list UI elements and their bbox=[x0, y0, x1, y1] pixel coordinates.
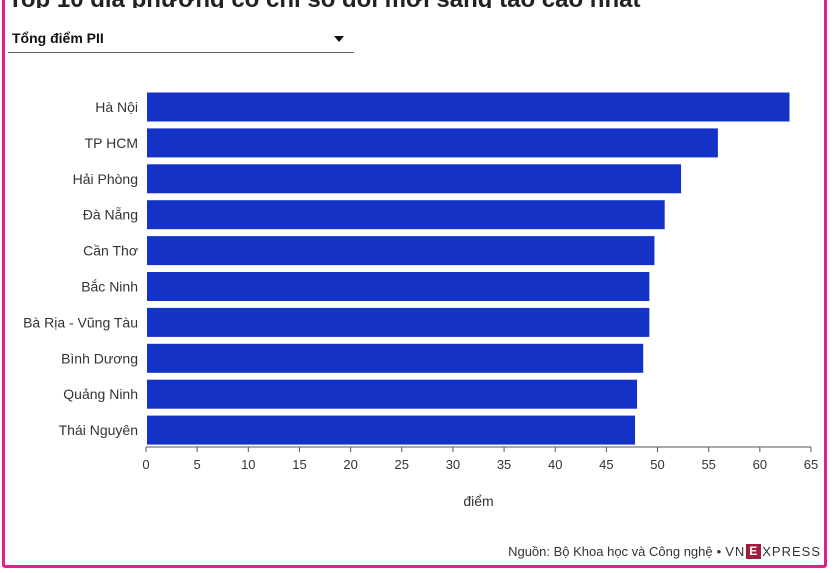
category-label: Quảng Ninh bbox=[63, 386, 138, 402]
x-tick-label: 25 bbox=[395, 457, 409, 472]
chart-title: Top 10 địa phương có chỉ số đổi mới sáng… bbox=[8, 0, 708, 8]
bar[interactable] bbox=[147, 128, 718, 158]
source-text: Nguồn: Bộ Khoa học và Công nghệ bbox=[508, 543, 713, 559]
x-tick-label: 0 bbox=[142, 457, 149, 472]
category-label: Đà Nẵng bbox=[83, 207, 138, 223]
category-label: Cần Thơ bbox=[83, 243, 138, 259]
bar[interactable] bbox=[147, 415, 636, 445]
bar[interactable] bbox=[147, 164, 682, 194]
x-tick-label: 15 bbox=[292, 457, 306, 472]
logo-vn-text: VN bbox=[725, 543, 746, 559]
bar[interactable] bbox=[147, 236, 655, 266]
x-tick-label: 35 bbox=[497, 457, 511, 472]
footer-separator: • bbox=[716, 543, 722, 559]
x-tick-label: 45 bbox=[599, 457, 613, 472]
x-tick-label: 20 bbox=[343, 457, 357, 472]
category-label: Hải Phòng bbox=[73, 171, 138, 187]
metric-dropdown-label: Tổng điểm PII bbox=[12, 30, 104, 46]
x-axis: 0 5 10 15 20 25 30 35 40 45 50 55 60 65 bbox=[142, 446, 818, 472]
caret-down-icon bbox=[334, 36, 344, 42]
bar[interactable] bbox=[147, 343, 644, 373]
x-axis-title: điểm bbox=[463, 493, 493, 509]
bar[interactable] bbox=[147, 200, 665, 230]
category-label: Bà Rịa - Vũng Tàu bbox=[23, 314, 138, 330]
logo-e-mark: E bbox=[746, 543, 762, 559]
x-tick-label: 30 bbox=[446, 457, 460, 472]
bar[interactable] bbox=[147, 272, 650, 301]
category-label: Hà Nội bbox=[95, 99, 138, 115]
category-label: Thái Nguyên bbox=[59, 422, 138, 438]
category-labels: Hà Nội TP HCM Hải Phòng Đà Nẵng Cần Thơ Bắc N… bbox=[23, 99, 138, 438]
vnexpress-logo[interactable]: VN E XPRESS bbox=[725, 543, 821, 559]
x-tick-label: 5 bbox=[194, 457, 201, 472]
bars bbox=[147, 92, 790, 445]
bar[interactable] bbox=[147, 379, 638, 409]
category-label: Bắc Ninh bbox=[81, 279, 138, 295]
x-tick-label: 50 bbox=[650, 457, 664, 472]
bar[interactable] bbox=[147, 92, 790, 122]
x-tick-label: 60 bbox=[753, 457, 767, 472]
category-label: Bình Dương bbox=[61, 350, 138, 366]
logo-xpress-text: XPRESS bbox=[762, 543, 821, 559]
metric-dropdown[interactable]: Tổng điểm PII bbox=[8, 26, 354, 53]
x-tick-label: 55 bbox=[701, 457, 715, 472]
category-label: TP HCM bbox=[85, 135, 138, 151]
x-tick-label: 65 bbox=[804, 457, 818, 472]
x-tick-label: 10 bbox=[241, 457, 255, 472]
x-tick-label: 40 bbox=[548, 457, 562, 472]
chart-footer: Nguồn: Bộ Khoa học và Công nghệ • VN E X… bbox=[508, 541, 821, 561]
bar[interactable] bbox=[147, 307, 650, 337]
